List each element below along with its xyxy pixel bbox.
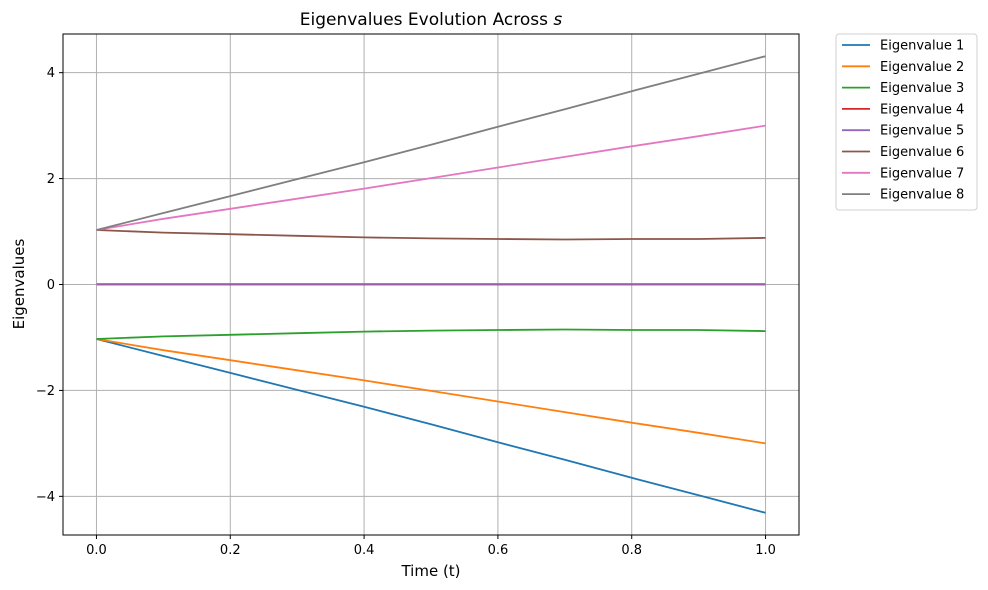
legend-label: Eigenvalue 3 [880, 81, 964, 96]
series-line-eigenvalue-7 [96, 124, 766, 231]
y-tick-label: −2 [36, 384, 55, 399]
y-axis-label: Eigenvalues [10, 238, 28, 329]
legend-box [835, 33, 978, 211]
series-line-eigenvalue-1 [96, 338, 766, 514]
chart-title-variable: s [553, 10, 562, 30]
legend-label: Eigenvalue 1 [880, 39, 964, 54]
y-tick-label: 0 [47, 278, 55, 293]
x-tick-label: 0.8 [621, 543, 642, 558]
y-tick-label: 2 [47, 172, 55, 187]
chart-title-main: Eigenvalues Evolution Across [300, 10, 554, 30]
x-axis-ticks: 0.0 0.2 0.4 0.6 0.8 1.0 [86, 535, 776, 558]
legend-label: Eigenvalue 8 [880, 188, 964, 203]
x-tick-label: 1.0 [755, 543, 776, 558]
series-line-eigenvalue-6 [96, 229, 766, 241]
legend-label: Eigenvalue 6 [880, 145, 964, 160]
x-tick-label: 0.4 [354, 543, 375, 558]
y-axis-ticks: −4 −2 0 2 4 [36, 66, 63, 505]
chart-title: Eigenvalues Evolution Across s [300, 10, 563, 30]
legend-label: Eigenvalue 5 [880, 124, 964, 139]
x-tick-label: 0.6 [488, 543, 509, 558]
legend: Eigenvalue 1 Eigenvalue 2 Eigenvalue 3 Eige… [835, 33, 978, 211]
x-tick-label: 0.0 [86, 543, 107, 558]
legend-label: Eigenvalue 7 [880, 166, 964, 181]
x-tick-label: 0.2 [220, 543, 241, 558]
y-tick-label: −4 [36, 490, 55, 505]
legend-label: Eigenvalue 4 [880, 102, 964, 117]
series-line-eigenvalue-8 [96, 55, 766, 231]
legend-label: Eigenvalue 2 [880, 60, 964, 75]
series-lines [96, 55, 766, 514]
series-line-eigenvalue-2 [96, 338, 766, 445]
series-line-eigenvalue-3 [96, 328, 766, 340]
y-tick-label: 4 [47, 66, 55, 81]
x-axis-label: Time (t) [400, 562, 460, 580]
